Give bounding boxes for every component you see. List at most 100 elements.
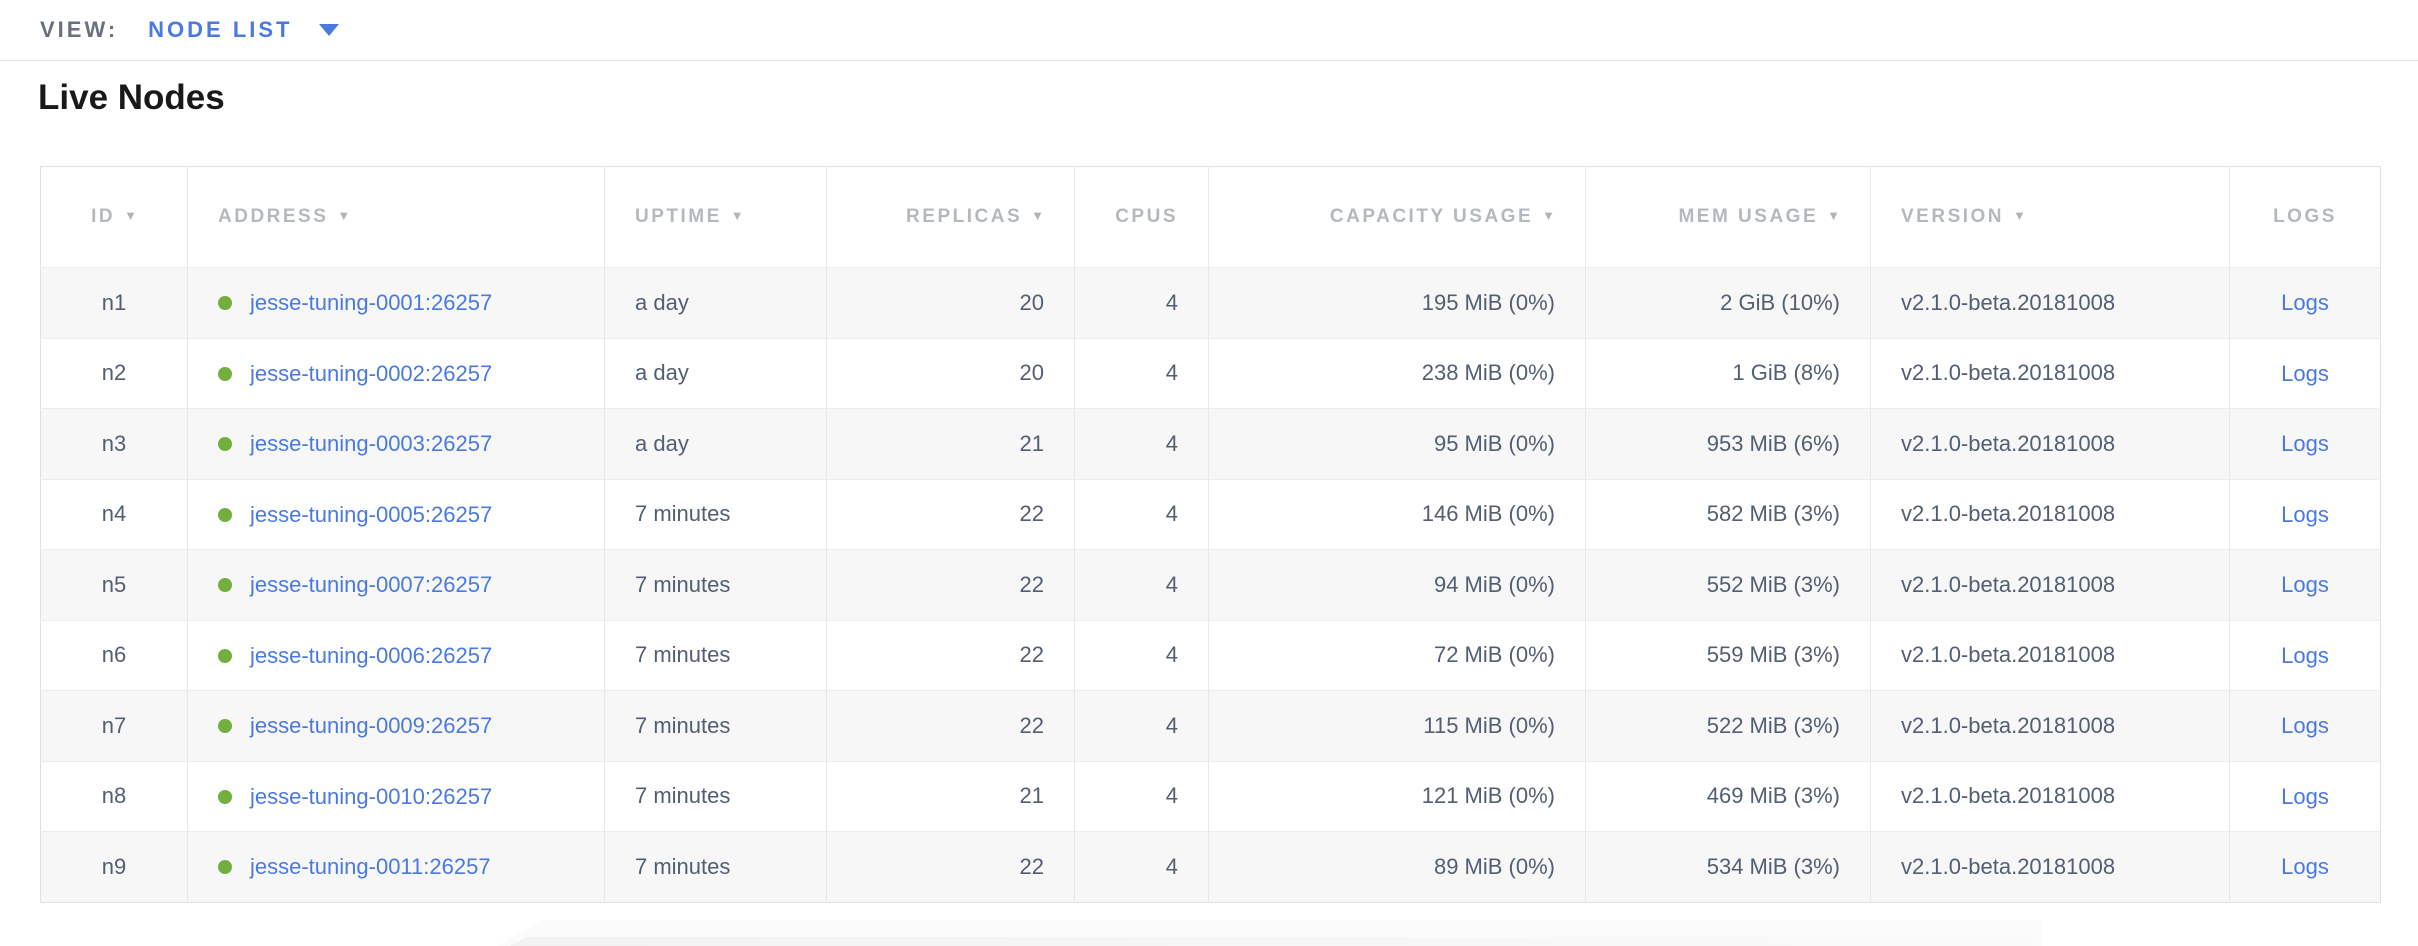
node-logs-link[interactable]: Logs <box>2281 783 2329 809</box>
node-logs-link[interactable]: Logs <box>2281 290 2329 316</box>
node-address-link[interactable]: jesse-tuning-0006:26257 <box>250 642 493 668</box>
node-version-cell: v2.1.0-beta.20181008 <box>1870 337 2230 409</box>
sort-desc-icon: ▼ <box>1827 208 1840 223</box>
node-version-cell: v2.1.0-beta.20181008 <box>1870 760 2230 832</box>
node-address-link[interactable]: jesse-tuning-0001:26257 <box>250 290 493 316</box>
node-cpus-cell: 4 <box>1074 267 1209 338</box>
node-version-cell: v2.1.0-beta.20181008 <box>1870 831 2230 902</box>
node-logs-cell: Logs <box>2229 619 2381 691</box>
node-replicas-cell: 21 <box>826 408 1075 479</box>
node-address-cell: jesse-tuning-0006:26257 <box>187 619 605 691</box>
node-cpus-cell: 4 <box>1074 408 1209 479</box>
node-address-cell: jesse-tuning-0010:26257 <box>187 760 605 832</box>
node-logs-cell: Logs <box>2229 760 2381 832</box>
column-header-address[interactable]: ADDRESS ▼ <box>187 166 605 268</box>
column-header-uptime[interactable]: UPTIME ▼ <box>604 166 827 268</box>
node-logs-cell: Logs <box>2229 267 2381 338</box>
node-cpus-cell: 4 <box>1074 831 1209 902</box>
column-header-capacity_usage[interactable]: CAPACITY USAGE ▼ <box>1208 166 1586 268</box>
node-mem-usage-cell: 522 MiB (3%) <box>1585 690 1871 761</box>
node-replicas-cell: 20 <box>826 267 1075 338</box>
column-header-mem_usage[interactable]: MEM USAGE ▼ <box>1585 166 1871 268</box>
node-version-cell: v2.1.0-beta.20181008 <box>1870 619 2230 691</box>
node-cpus-cell: 4 <box>1074 760 1209 832</box>
node-logs-link[interactable]: Logs <box>2281 360 2329 386</box>
node-id-cell: n2 <box>40 337 188 409</box>
node-capacity-usage-cell: 94 MiB (0%) <box>1208 549 1586 620</box>
column-header-label: LOGS <box>2273 206 2337 227</box>
node-address-cell: jesse-tuning-0002:26257 <box>187 337 605 409</box>
node-uptime-cell: 7 minutes <box>604 831 827 902</box>
node-uptime-cell: 7 minutes <box>604 549 827 620</box>
node-address-cell: jesse-tuning-0005:26257 <box>187 478 605 550</box>
node-logs-cell: Logs <box>2229 408 2381 479</box>
node-address-cell: jesse-tuning-0007:26257 <box>187 549 605 620</box>
node-uptime-cell: a day <box>604 337 827 409</box>
node-mem-usage-cell: 534 MiB (3%) <box>1585 831 1871 902</box>
node-live-status-icon <box>218 437 232 452</box>
node-capacity-usage-cell: 95 MiB (0%) <box>1208 408 1586 479</box>
node-mem-usage-cell: 953 MiB (6%) <box>1585 408 1871 479</box>
column-header-logs: LOGS <box>2229 166 2381 268</box>
view-selector-dropdown[interactable]: NODE LIST <box>148 17 339 43</box>
column-header-label: UPTIME <box>635 206 722 227</box>
sort-desc-icon: ▼ <box>124 208 137 223</box>
node-row-n6: n6 jesse-tuning-0006:26257 7 minutes 22 4 72 … <box>40 619 2381 691</box>
node-row-n7: n7 jesse-tuning-0009:26257 7 minutes 22 4 115… <box>40 690 2381 761</box>
node-replicas-cell: 22 <box>826 831 1075 902</box>
node-address-link[interactable]: jesse-tuning-0010:26257 <box>250 783 493 809</box>
sort-desc-icon: ▼ <box>337 208 351 223</box>
node-address-cell: jesse-tuning-0009:26257 <box>187 690 605 761</box>
node-live-status-icon <box>218 789 232 804</box>
view-selected-value: NODE LIST <box>148 17 293 42</box>
column-header-label: ID <box>91 206 116 227</box>
node-logs-cell: Logs <box>2229 337 2381 409</box>
node-mem-usage-cell: 469 MiB (3%) <box>1585 760 1871 832</box>
node-id-cell: n6 <box>40 619 188 691</box>
node-id-cell: n8 <box>40 760 188 832</box>
node-row-n3: n3 jesse-tuning-0003:26257 a day 21 4 95 MiB … <box>40 408 2381 479</box>
column-header-label: REPLICAS <box>906 206 1023 227</box>
node-address-cell: jesse-tuning-0003:26257 <box>187 408 605 479</box>
node-address-link[interactable]: jesse-tuning-0007:26257 <box>250 572 493 598</box>
node-address-link[interactable]: jesse-tuning-0009:26257 <box>250 713 493 739</box>
live-nodes-table: ID ▼ ADDRESS ▼ UPTIME ▼ REPLICAS ▼ CPUS CAPACITY … <box>40 166 2381 903</box>
sort-desc-icon: ▼ <box>1031 208 1044 223</box>
node-logs-link[interactable]: Logs <box>2281 642 2329 668</box>
node-row-n2: n2 jesse-tuning-0002:26257 a day 20 4 238 MiB… <box>40 337 2381 409</box>
node-live-status-icon <box>218 296 232 311</box>
table-header-row: ID ▼ ADDRESS ▼ UPTIME ▼ REPLICAS ▼ CPUS CAPACITY … <box>40 166 2381 268</box>
sort-desc-icon: ▼ <box>2013 208 2026 223</box>
node-mem-usage-cell: 1 GiB (8%) <box>1585 337 1871 409</box>
node-id-cell: n9 <box>40 831 188 902</box>
node-logs-link[interactable]: Logs <box>2281 854 2329 880</box>
node-capacity-usage-cell: 121 MiB (0%) <box>1208 760 1586 832</box>
column-header-id[interactable]: ID ▼ <box>40 166 188 268</box>
node-logs-link[interactable]: Logs <box>2281 713 2329 739</box>
column-header-cpus: CPUS <box>1074 166 1209 268</box>
node-address-cell: jesse-tuning-0011:26257 <box>187 831 605 902</box>
node-logs-link[interactable]: Logs <box>2281 501 2329 527</box>
node-address-link[interactable]: jesse-tuning-0011:26257 <box>250 854 491 880</box>
node-address-link[interactable]: jesse-tuning-0002:26257 <box>250 360 493 386</box>
node-cpus-cell: 4 <box>1074 478 1209 550</box>
column-header-replicas[interactable]: REPLICAS ▼ <box>826 166 1075 268</box>
node-live-status-icon <box>218 719 232 734</box>
node-logs-link[interactable]: Logs <box>2281 572 2329 598</box>
node-uptime-cell: a day <box>604 408 827 479</box>
node-row-n1: n1 jesse-tuning-0001:26257 a day 20 4 195 MiB… <box>40 267 2381 338</box>
column-header-version[interactable]: VERSION ▼ <box>1870 166 2230 268</box>
node-address-cell: jesse-tuning-0001:26257 <box>187 267 605 338</box>
page-title: Live Nodes <box>38 78 225 117</box>
node-address-link[interactable]: jesse-tuning-0003:26257 <box>250 431 493 457</box>
node-mem-usage-cell: 2 GiB (10%) <box>1585 267 1871 338</box>
node-capacity-usage-cell: 115 MiB (0%) <box>1208 690 1586 761</box>
node-version-cell: v2.1.0-beta.20181008 <box>1870 408 2230 479</box>
node-version-cell: v2.1.0-beta.20181008 <box>1870 267 2230 338</box>
node-logs-link[interactable]: Logs <box>2281 431 2329 457</box>
node-address-link[interactable]: jesse-tuning-0005:26257 <box>250 501 493 527</box>
node-uptime-cell: 7 minutes <box>604 478 827 550</box>
column-header-label: VERSION <box>1901 206 2005 227</box>
node-live-status-icon <box>218 860 232 875</box>
node-id-cell: n5 <box>40 549 188 620</box>
